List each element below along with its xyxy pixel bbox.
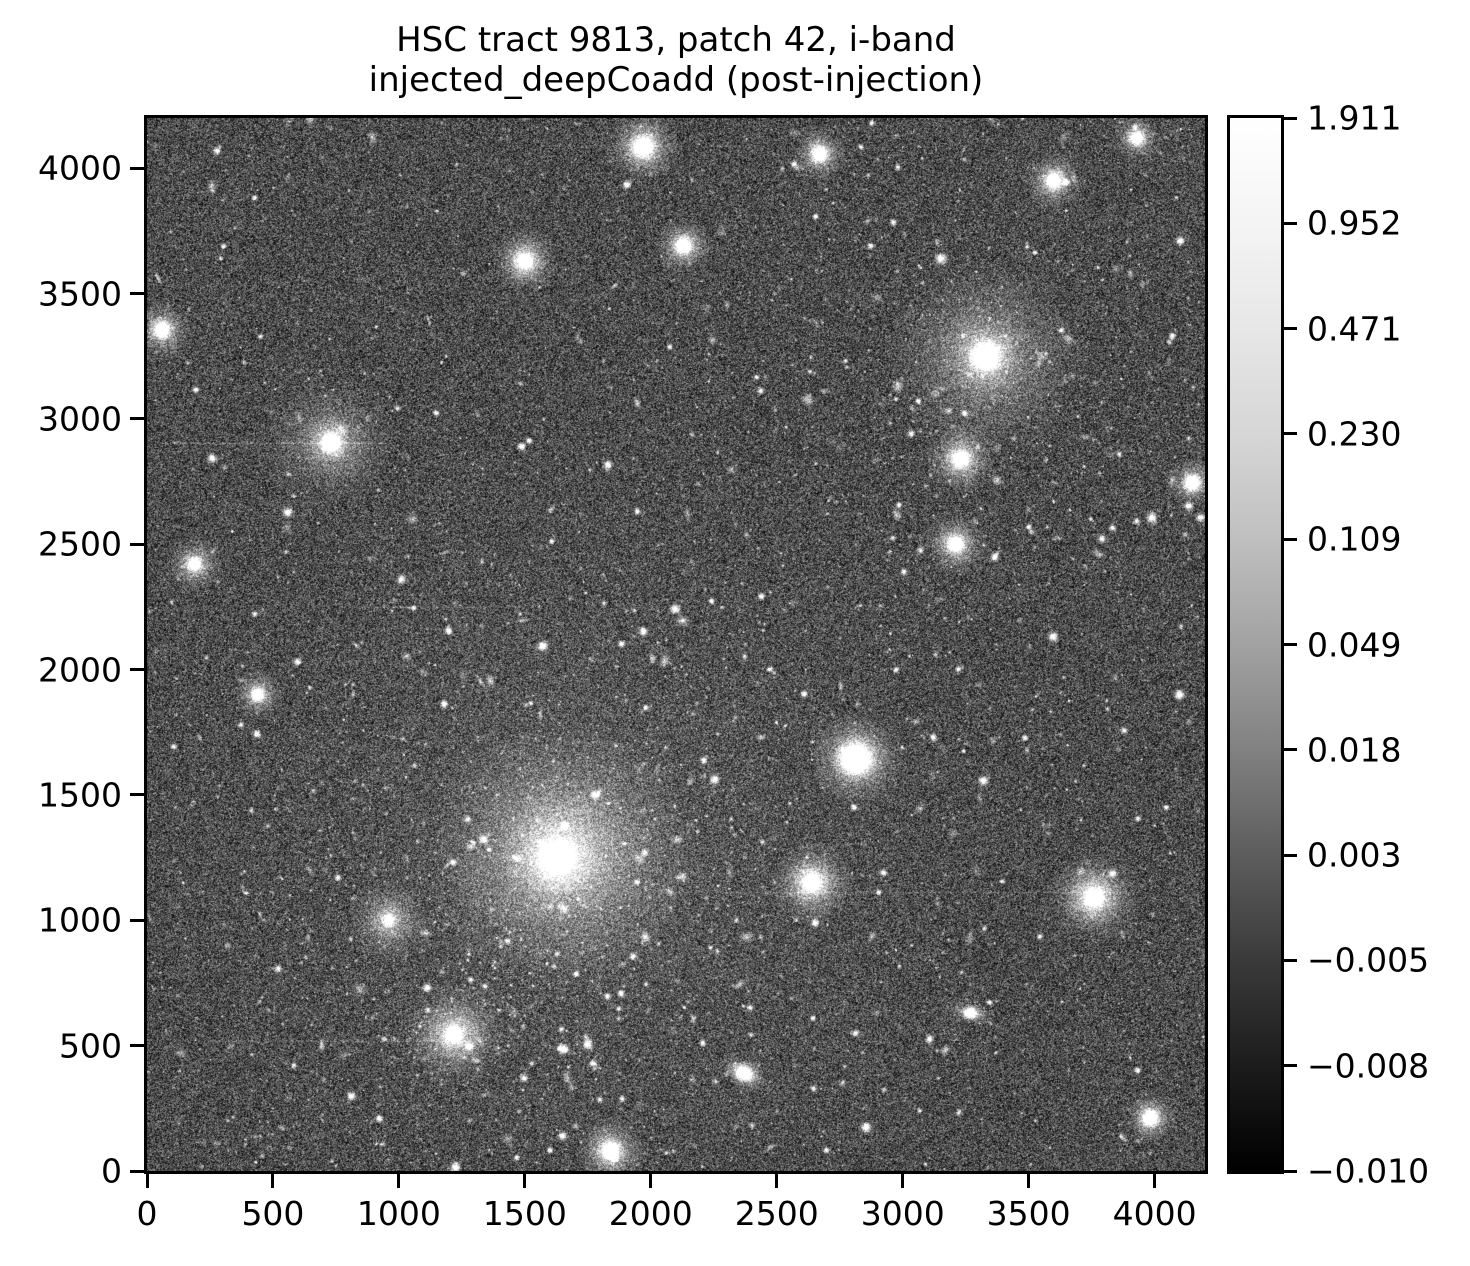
x-axis-tick-label: 2000 — [608, 1194, 693, 1233]
y-axis-tick-mark — [130, 166, 144, 170]
x-axis-tick-label: 3500 — [986, 1194, 1071, 1233]
x-axis-tick-mark — [649, 1174, 653, 1188]
colorbar-tick-mark — [1284, 116, 1297, 120]
plot-title: HSC tract 9813, patch 42, i-band injecte… — [369, 20, 984, 100]
x-axis-tick-mark — [775, 1174, 779, 1188]
colorbar-tick-label: −0.010 — [1307, 1151, 1430, 1191]
x-axis-tick-label: 4000 — [1112, 1194, 1197, 1233]
colorbar-tick-mark — [1284, 221, 1297, 225]
y-axis-tick-label: 2500 — [38, 524, 122, 564]
x-axis-tick-label: 1000 — [356, 1194, 441, 1233]
x-axis-tick-mark — [1153, 1174, 1157, 1188]
x-axis-tick-mark — [523, 1174, 527, 1188]
y-axis-tick-mark — [130, 292, 144, 295]
colorbar-tick-mark — [1284, 327, 1297, 331]
colorbar — [1227, 115, 1284, 1174]
y-axis-tick-label: 4000 — [38, 148, 122, 188]
plot-title-line2: injected_deepCoadd (post-injection) — [368, 60, 984, 101]
y-axis-tick-mark — [130, 793, 144, 797]
colorbar-tick-mark — [1284, 1064, 1297, 1068]
colorbar-tick-label: 0.109 — [1307, 519, 1402, 559]
colorbar-tick-mark — [1284, 748, 1297, 752]
x-axis-tick-label: 1500 — [482, 1194, 567, 1233]
y-axis-tick-label: 1500 — [38, 775, 122, 815]
colorbar-tick-mark — [1284, 643, 1297, 646]
y-axis-tick-label: 1000 — [38, 900, 122, 940]
y-axis-tick-mark — [130, 918, 144, 922]
colorbar-tick-label: 0.003 — [1307, 835, 1402, 875]
y-axis-tick-label: 3000 — [38, 399, 122, 439]
colorbar-tick-label: 0.230 — [1307, 414, 1402, 454]
colorbar-tick-label: −0.005 — [1307, 940, 1430, 980]
colorbar-tick-mark — [1284, 537, 1297, 541]
colorbar-tick-mark — [1284, 853, 1297, 857]
colorbar-tick-mark — [1284, 958, 1297, 962]
colorbar-gradient — [1230, 118, 1281, 1171]
colorbar-tick-mark — [1284, 1169, 1297, 1173]
colorbar-tick-label: 0.471 — [1307, 309, 1402, 349]
x-axis-tick-label: 3000 — [860, 1194, 945, 1233]
colorbar-tick-label: 0.952 — [1307, 203, 1402, 243]
colorbar-tick-mark — [1284, 432, 1297, 436]
colorbar-tick-label: 0.018 — [1307, 730, 1402, 770]
colorbar-tick-label: −0.008 — [1307, 1046, 1430, 1086]
y-axis-tick-label: 500 — [59, 1026, 122, 1066]
x-axis-tick-label: 2500 — [734, 1194, 819, 1233]
x-axis-tick-mark — [1027, 1174, 1031, 1188]
y-axis-tick-label: 2000 — [38, 650, 122, 690]
y-axis-tick-mark — [130, 542, 144, 546]
colorbar-tick-label: 1.911 — [1307, 98, 1402, 138]
x-axis-tick-mark — [145, 1174, 149, 1188]
plot-title-line1: HSC tract 9813, patch 42, i-band — [396, 20, 956, 60]
x-axis-tick-label: 500 — [241, 1194, 305, 1233]
x-axis-tick-label: 0 — [136, 1194, 158, 1233]
y-axis-tick-mark — [130, 417, 144, 421]
x-axis-tick-mark — [901, 1174, 905, 1188]
coadd-image-canvas — [147, 118, 1205, 1171]
y-axis-tick-label: 3500 — [38, 274, 122, 313]
x-axis-tick-mark — [397, 1174, 401, 1188]
colorbar-tick-label: 0.049 — [1307, 625, 1402, 664]
x-axis-tick-mark — [271, 1174, 275, 1188]
y-axis-tick-mark — [130, 668, 144, 672]
y-axis-tick-label: 0 — [101, 1151, 122, 1191]
image-axes-frame — [144, 115, 1208, 1174]
y-axis-tick-mark — [130, 1169, 144, 1173]
y-axis-tick-mark — [130, 1044, 144, 1048]
